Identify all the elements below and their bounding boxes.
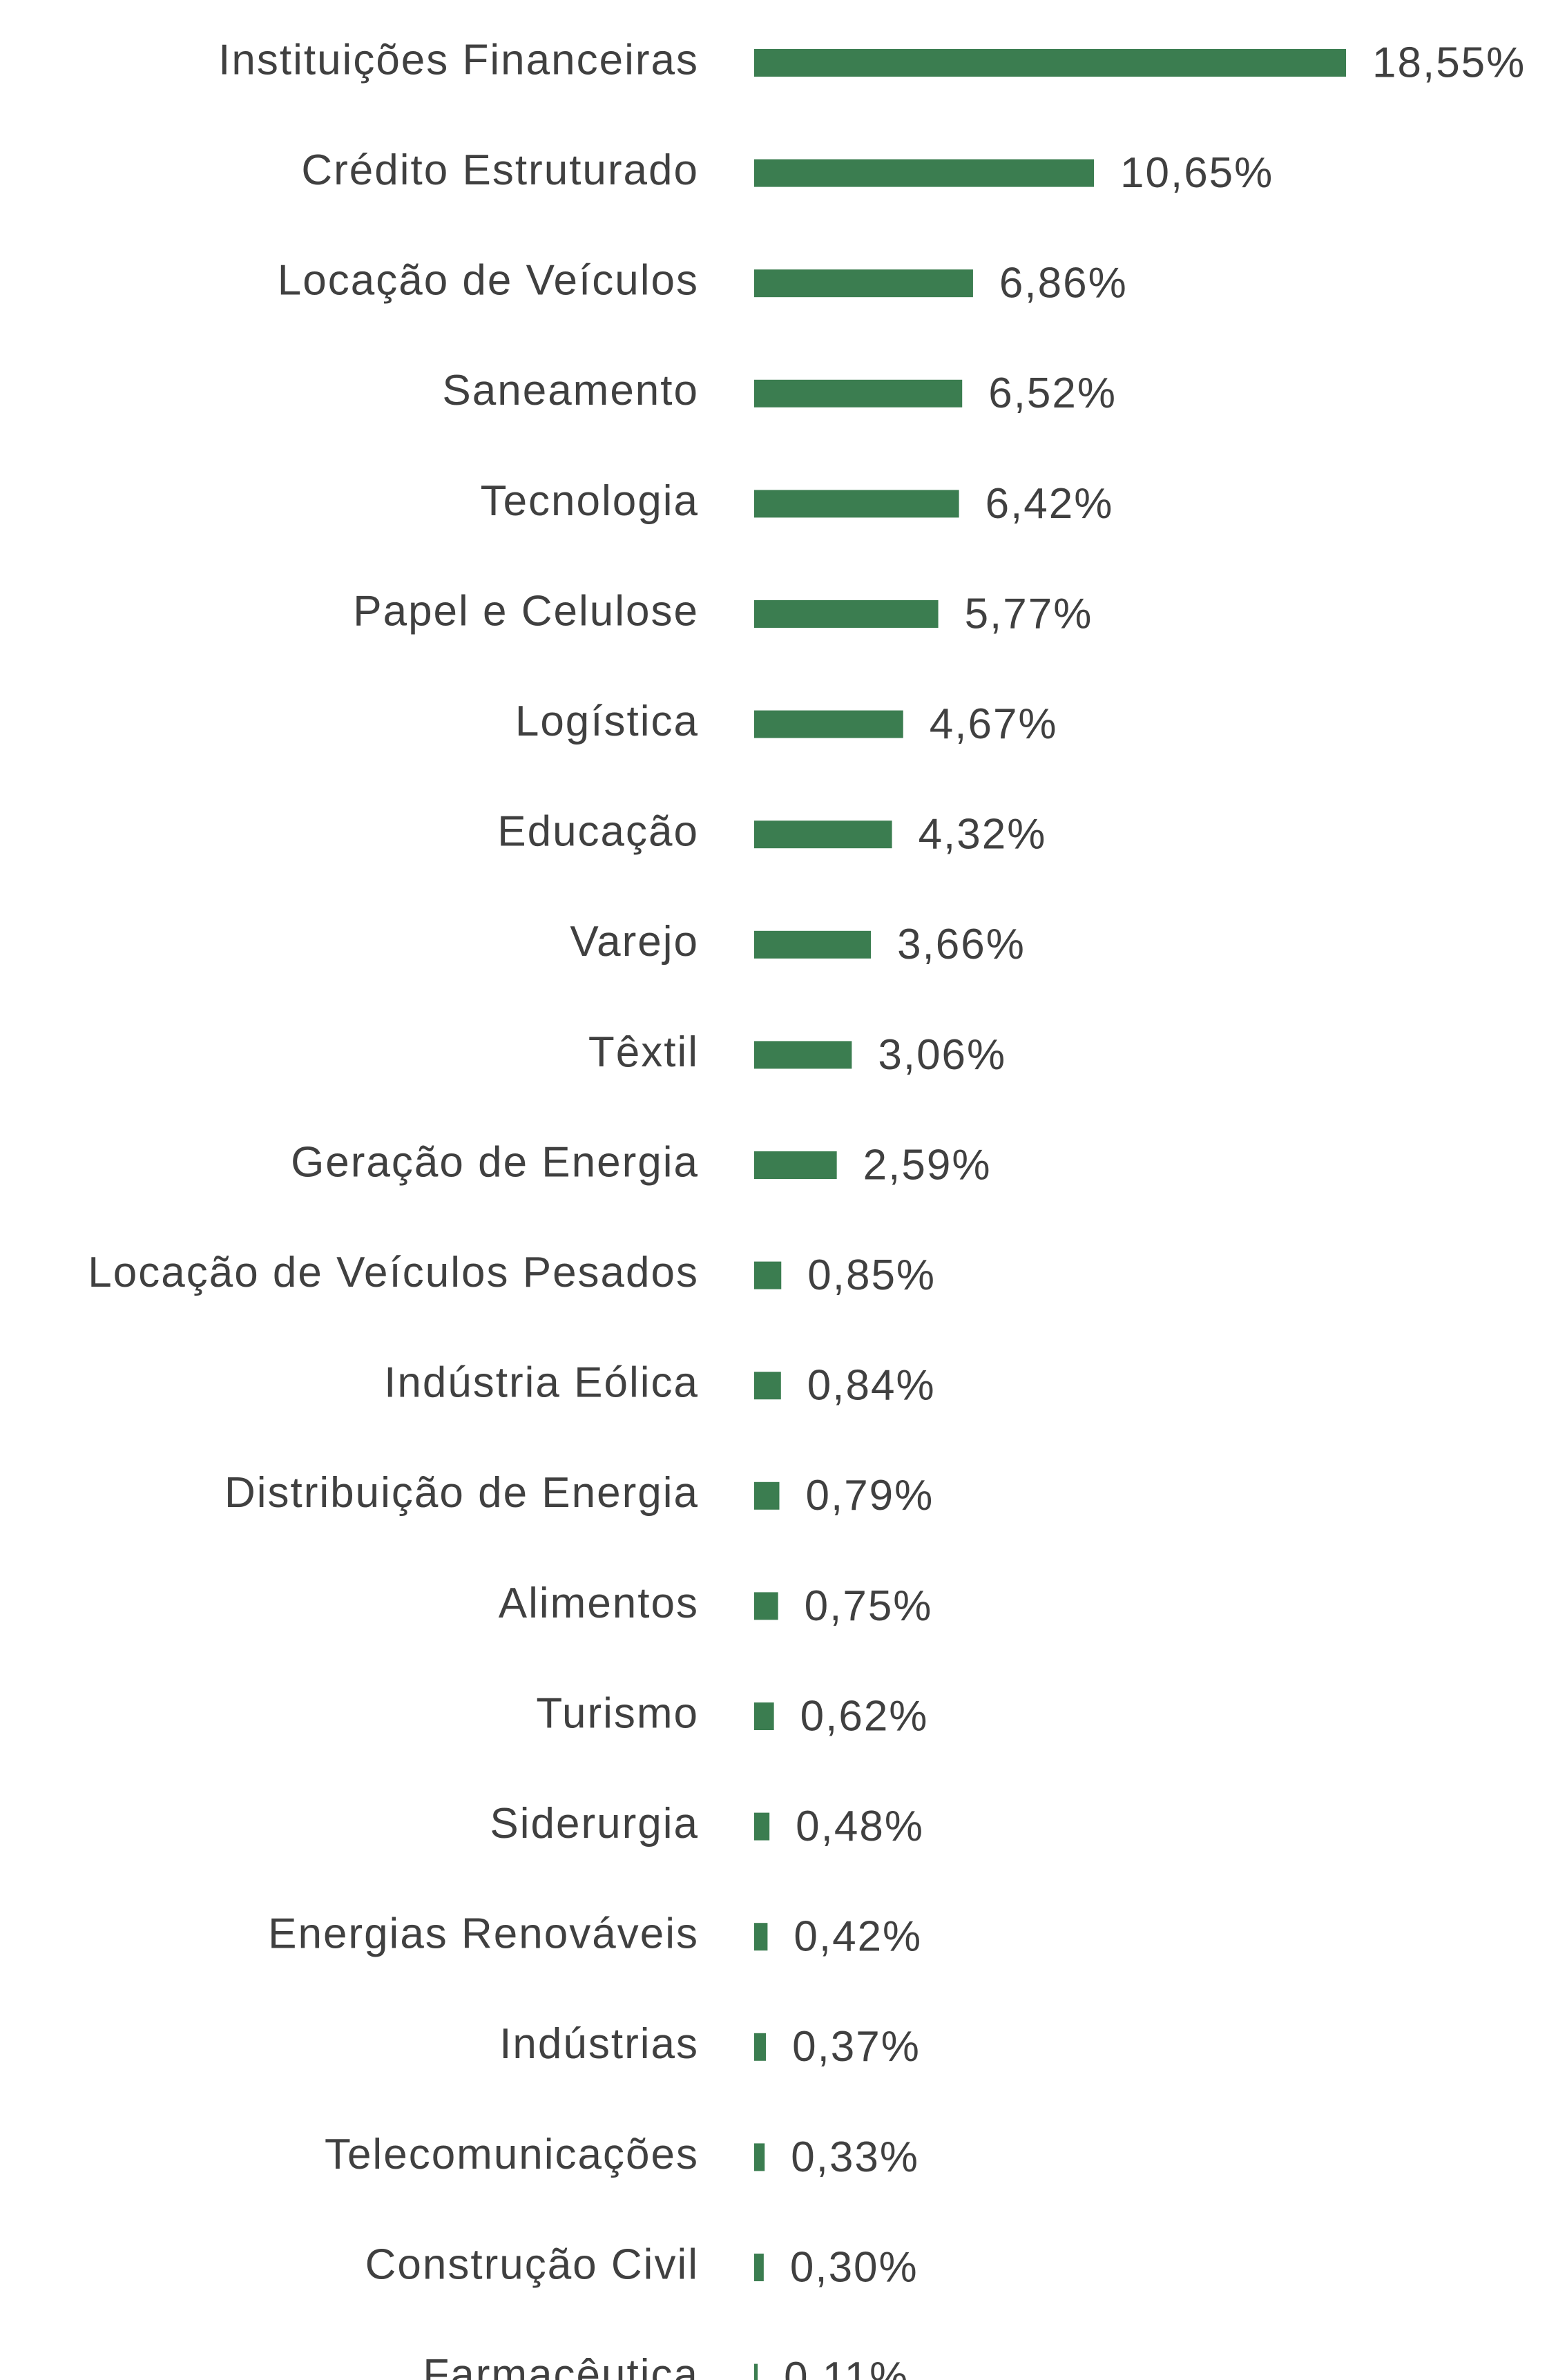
category-label: Indústria Eólica (384, 1359, 699, 1407)
category-label: Educação (497, 808, 699, 856)
bar (754, 2143, 765, 2171)
value-label: 0,48% (796, 1803, 924, 1850)
bar (754, 2254, 764, 2281)
value-label: 0,37% (792, 2023, 921, 2071)
bar (754, 1151, 837, 1179)
value-label: 3,06% (878, 1031, 1006, 1079)
category-label: Geração de Energia (291, 1138, 699, 1186)
bar (754, 1702, 774, 1730)
bar (754, 1481, 780, 1510)
category-label: Turismo (536, 1689, 699, 1737)
category-label: Telecomunicações (325, 2131, 699, 2178)
value-label: 10,65% (1120, 149, 1273, 197)
category-label: Logística (515, 698, 699, 745)
bar (754, 1923, 768, 1951)
bar (754, 710, 903, 738)
category-label: Saneamento (442, 367, 699, 414)
bar (754, 2033, 767, 2061)
category-label: Papel e Celulose (353, 587, 699, 635)
value-label: 0,75% (805, 1582, 933, 1630)
bar (754, 49, 1347, 77)
category-label: Crédito Estruturado (301, 146, 699, 194)
category-label: Farmacêutica (423, 2351, 699, 2380)
category-label: Indústrias (499, 2020, 699, 2068)
value-label: 0,30% (790, 2243, 919, 2291)
value-label: 6,42% (986, 480, 1114, 528)
value-label: 18,55% (1372, 39, 1526, 86)
value-label: 0,79% (805, 1472, 934, 1519)
bar (754, 820, 892, 849)
bar (754, 379, 963, 407)
value-label: 2,59% (863, 1141, 992, 1189)
value-label: 0,11% (784, 2354, 909, 2380)
bar (754, 1372, 781, 1400)
category-label: Construção Civil (365, 2240, 699, 2288)
value-label: 4,32% (919, 811, 1047, 858)
category-label: Varejo (570, 918, 699, 966)
category-label: Tecnologia (481, 477, 699, 525)
category-label: Alimentos (499, 1580, 699, 1627)
bar (754, 159, 1095, 187)
bar (754, 1261, 782, 1289)
bar (754, 1041, 852, 1069)
value-label: 3,66% (897, 921, 1026, 968)
category-label: Locação de Veículos Pesados (88, 1249, 699, 1296)
category-label: Distribuição de Energia (224, 1469, 699, 1517)
category-label: Siderurgia (490, 1800, 699, 1848)
bar (754, 1812, 770, 1841)
value-label: 0,84% (807, 1362, 936, 1410)
category-label: Locação de Veículos (278, 257, 699, 305)
category-label: Energias Renováveis (268, 1910, 699, 1958)
bar (754, 269, 973, 298)
value-label: 0,33% (791, 2133, 919, 2181)
bar (754, 1592, 778, 1620)
value-label: 0,62% (800, 1692, 929, 1740)
value-label: 4,67% (930, 700, 1058, 748)
value-label: 0,42% (794, 1913, 922, 1961)
category-label: Instituições Financeiras (218, 36, 699, 84)
value-label: 6,52% (988, 370, 1117, 417)
value-label: 5,77% (965, 590, 1093, 637)
bar (754, 2363, 758, 2380)
value-label: 0,85% (807, 1251, 936, 1299)
category-label: Têxtil (588, 1028, 699, 1076)
bar (754, 600, 939, 628)
bar (754, 490, 959, 518)
bar (754, 930, 872, 959)
value-label: 6,86% (999, 260, 1128, 307)
